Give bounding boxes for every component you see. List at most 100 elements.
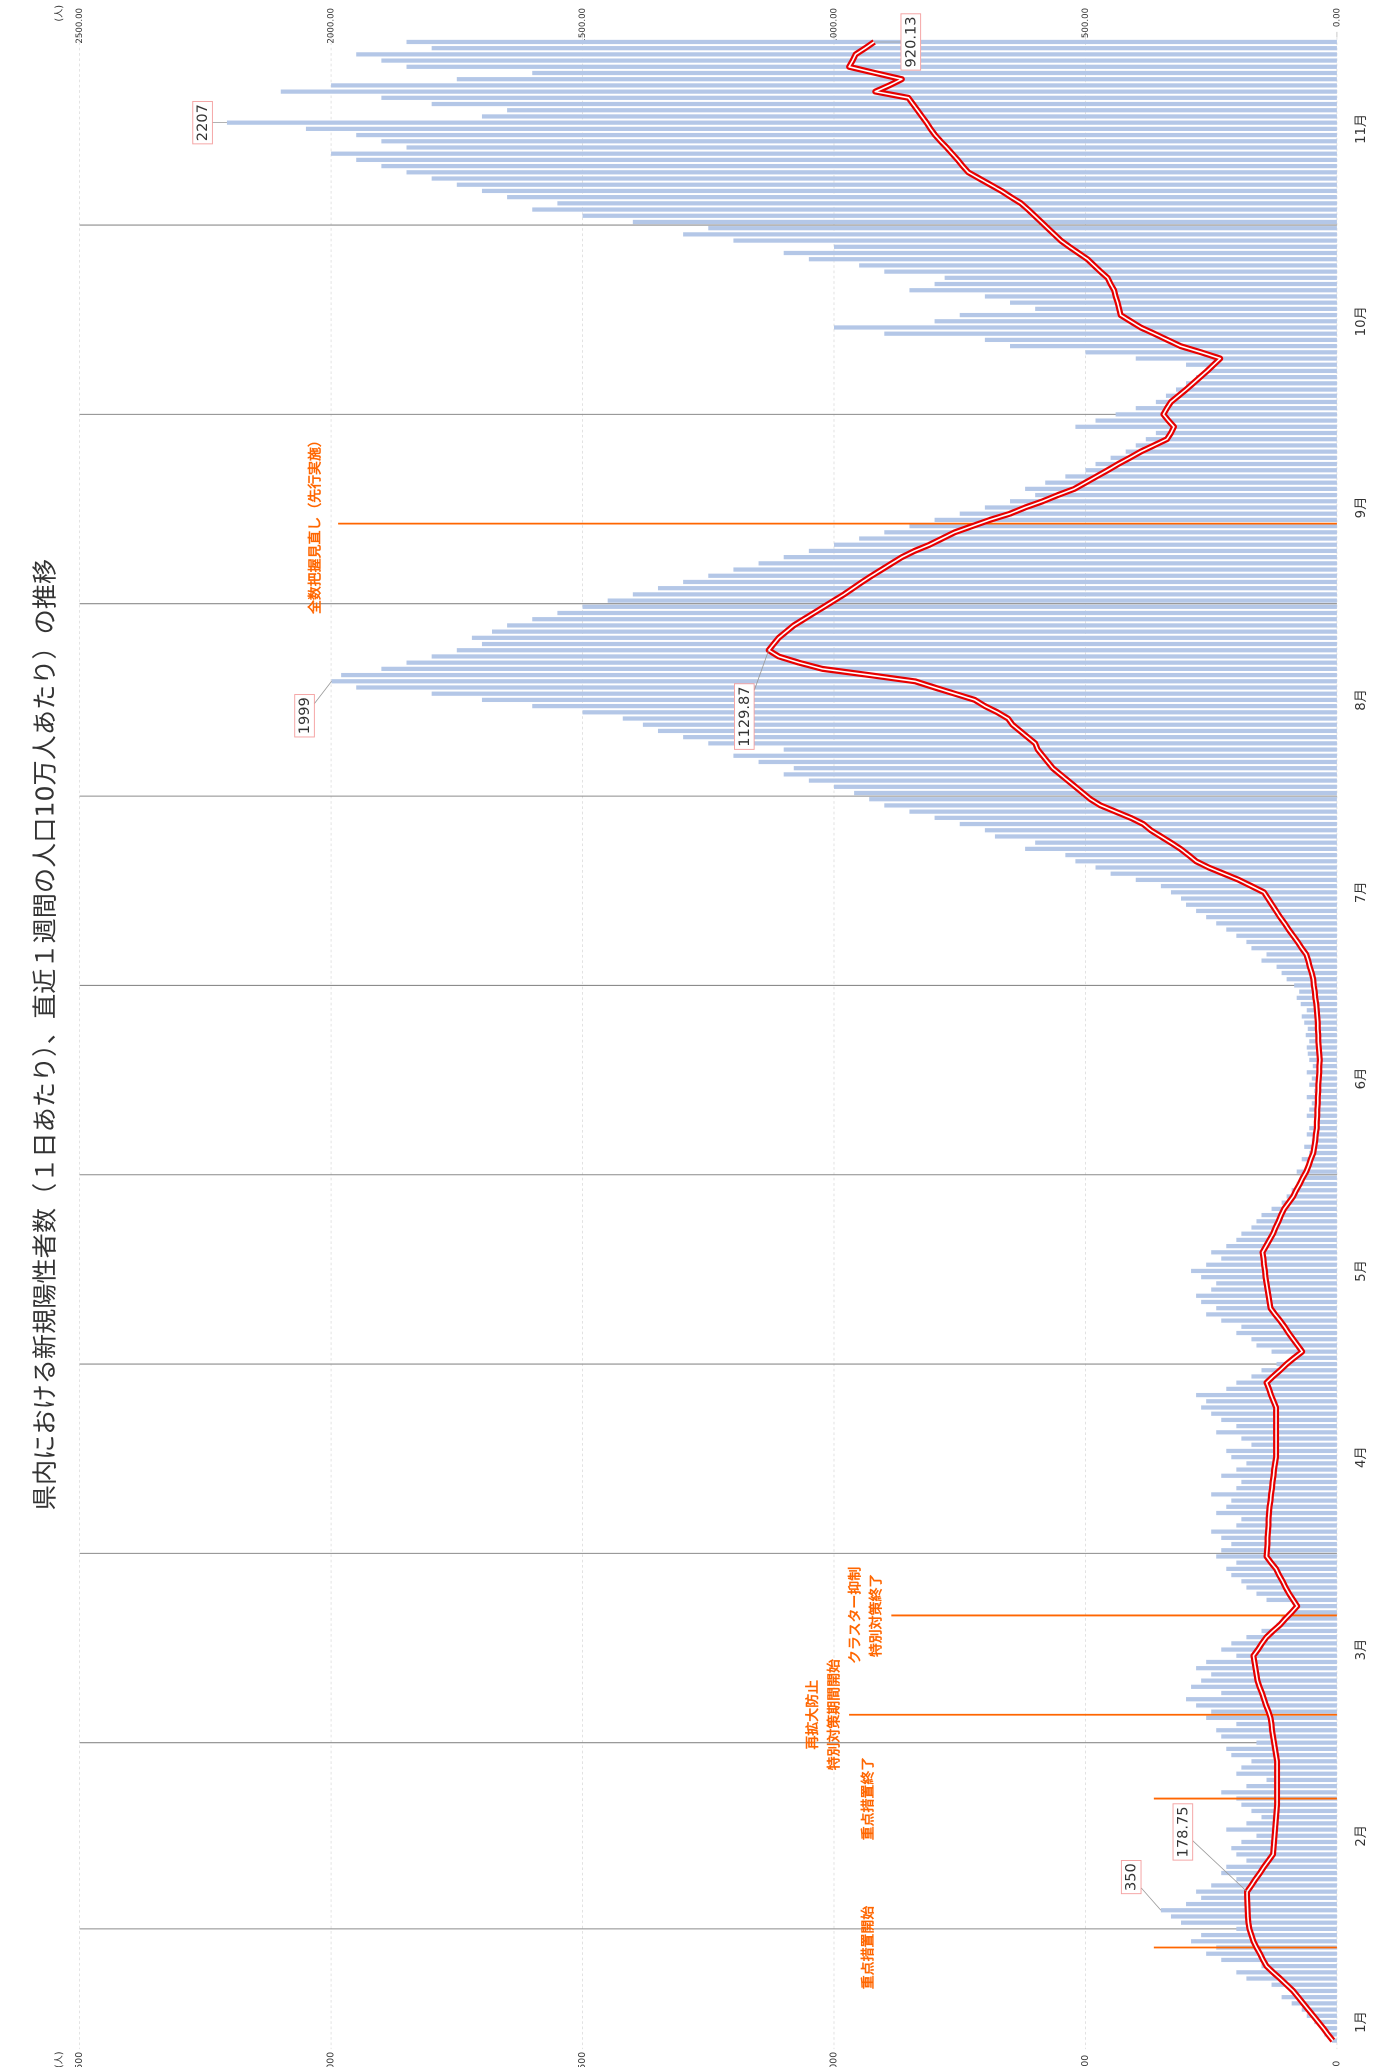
bar <box>1301 2007 1337 2012</box>
bar <box>406 64 1337 69</box>
y2-tick-label: 2500.00 <box>75 8 85 44</box>
bar <box>708 573 1337 578</box>
label-box <box>192 100 213 145</box>
bar <box>431 176 1337 181</box>
bar <box>1201 1405 1337 1410</box>
bar <box>1075 424 1337 429</box>
bar <box>1236 1653 1337 1658</box>
bar <box>381 58 1337 63</box>
x-tick-label: 9月 <box>1354 497 1369 519</box>
bar <box>1236 1237 1337 1243</box>
bar <box>1306 1095 1337 1100</box>
bar <box>1115 412 1337 417</box>
y2-axis-unit: (人) <box>54 5 65 22</box>
bar <box>471 635 1337 640</box>
bar <box>1251 1225 1337 1230</box>
bar <box>481 641 1337 647</box>
bar <box>456 182 1337 187</box>
y2-tick-label: 1000.00 <box>829 8 839 44</box>
bar <box>1221 1256 1337 1261</box>
bar <box>1261 1815 1337 1820</box>
bar <box>1035 306 1337 311</box>
bar <box>944 275 1337 280</box>
bar <box>226 120 1337 125</box>
y-tick-label: 1500 <box>577 2052 588 2067</box>
bar <box>1231 1641 1337 1646</box>
data-label-text: 1999 <box>296 697 313 734</box>
bar <box>959 511 1337 516</box>
bar <box>1211 1250 1337 1255</box>
bar <box>1266 1597 1337 1603</box>
bar <box>1211 1492 1337 1497</box>
bar <box>431 691 1337 696</box>
y2-tick-label: 2000.00 <box>327 8 337 44</box>
bar <box>1261 1628 1337 1634</box>
bar <box>381 163 1337 169</box>
bar <box>1236 1852 1337 1857</box>
bar <box>1216 1554 1337 1559</box>
bar <box>1236 1523 1337 1528</box>
bar <box>884 530 1337 535</box>
bar <box>406 145 1337 150</box>
bar <box>1307 1026 1337 1031</box>
bar <box>1261 1212 1337 1218</box>
data-label-text: 1129.87 <box>736 686 753 746</box>
bar <box>1206 1951 1337 1956</box>
bar <box>632 592 1337 597</box>
bar <box>1155 430 1337 436</box>
bar <box>1216 921 1337 926</box>
bar <box>1231 1541 1337 1547</box>
bar <box>1296 1169 1337 1174</box>
data-label-text: 2207 <box>194 104 211 141</box>
bar <box>683 735 1337 740</box>
bar <box>783 250 1337 256</box>
x-tick-label: 7月 <box>1354 881 1369 903</box>
bar <box>1221 1473 1337 1478</box>
bar <box>1145 437 1337 442</box>
data-label: 350 <box>1120 1860 1142 1895</box>
bar <box>1251 1808 1337 1814</box>
bar <box>1110 455 1337 460</box>
bar <box>1226 1386 1337 1391</box>
bar <box>1226 1566 1337 1571</box>
bar <box>1221 1957 1337 1963</box>
bar <box>657 728 1337 734</box>
annotation-text: 特別対策期間開始 <box>825 1659 842 1770</box>
label-box <box>734 683 755 750</box>
bar <box>1281 1995 1337 2000</box>
bar <box>1261 1368 1337 1373</box>
bar <box>1266 1777 1337 1783</box>
bar <box>657 586 1337 591</box>
bar <box>808 548 1337 554</box>
bar <box>708 741 1337 746</box>
bar <box>492 629 1337 634</box>
bar <box>1216 1281 1337 1286</box>
bar <box>1246 1858 1337 1863</box>
bar <box>1246 1585 1337 1590</box>
y-tick-label: 1000 <box>828 2052 839 2067</box>
chart-title: 県内における新規陽性者数（１日あたり）、直近１週間の人口10万人あたり）の推移 <box>30 559 59 1510</box>
x-tick-label: 4月 <box>1354 1446 1369 1468</box>
bar <box>1226 1504 1337 1509</box>
bar <box>1321 2026 1337 2031</box>
bar <box>1309 1107 1337 1112</box>
bar <box>1191 1939 1337 1944</box>
bar <box>1206 1659 1337 1665</box>
bar <box>1211 1672 1337 1677</box>
bar <box>1291 1610 1337 1615</box>
bar <box>1251 1759 1337 1764</box>
bar <box>1241 1324 1337 1329</box>
bar <box>406 660 1337 665</box>
bar <box>1291 2001 1337 2006</box>
data-label: 1129.87 <box>734 683 755 750</box>
bar <box>1306 1045 1337 1050</box>
bar <box>431 654 1337 659</box>
bar <box>582 710 1337 715</box>
bar <box>959 312 1337 318</box>
annotation-text: 特別対策終了 <box>868 1574 885 1657</box>
bar <box>1306 1113 1337 1118</box>
bar <box>1286 1194 1337 1199</box>
x-tick-label: 2月 <box>1354 1825 1369 1847</box>
bar <box>557 201 1337 206</box>
